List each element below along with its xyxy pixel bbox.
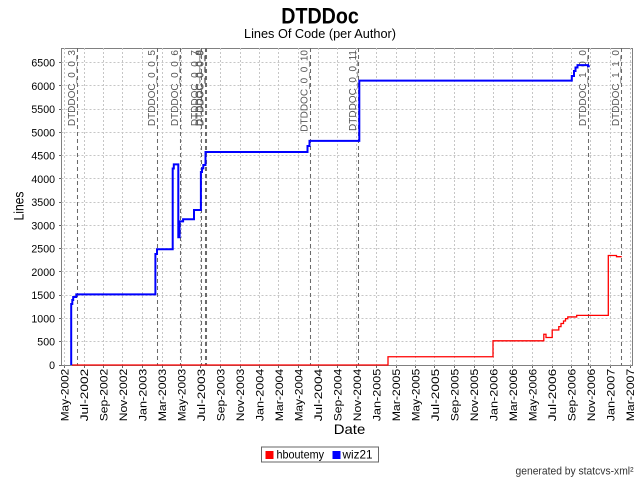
svg-text:Nov-2006: Nov-2006 [586, 369, 598, 422]
svg-text:May-2005: May-2005 [411, 369, 423, 422]
svg-text:5500: 5500 [31, 104, 55, 116]
svg-text:May-2002: May-2002 [60, 369, 72, 422]
svg-text:DTDDOC_0_0_9: DTDDOC_0_0_9 [196, 50, 207, 127]
svg-text:Jul-2004: Jul-2004 [313, 369, 325, 422]
svg-text:2000: 2000 [31, 267, 55, 279]
svg-text:Jan-2007: Jan-2007 [606, 369, 618, 422]
svg-text:DTDDOC_0_0_5: DTDDOC_0_0_5 [147, 50, 158, 127]
svg-text:generated by statcvs-xml²: generated by statcvs-xml² [516, 466, 634, 478]
svg-text:DTDDOC_0_0_3: DTDDOC_0_0_3 [67, 50, 78, 127]
svg-text:Lines Of Code (per Author): Lines Of Code (per Author) [244, 27, 396, 41]
svg-text:Mar-2004: Mar-2004 [274, 369, 286, 422]
svg-text:Mar-2005: Mar-2005 [391, 369, 403, 422]
svg-text:wiz21: wiz21 [342, 448, 373, 462]
svg-text:Jul-2002: Jul-2002 [79, 369, 91, 422]
svg-text:DTDDOC_0_0_6: DTDDOC_0_0_6 [170, 50, 181, 127]
svg-text:May-2004: May-2004 [294, 369, 306, 422]
svg-text:Jan-2004: Jan-2004 [255, 369, 267, 422]
svg-text:Jan-2003: Jan-2003 [138, 369, 150, 422]
svg-text:DTDDOC_0_0_7: DTDDOC_0_0_7 [190, 50, 201, 127]
svg-text:4500: 4500 [31, 151, 55, 163]
svg-text:Nov-2004: Nov-2004 [352, 369, 364, 422]
svg-text:5000: 5000 [31, 127, 55, 139]
svg-text:Mar-2007: Mar-2007 [625, 369, 637, 422]
svg-text:3500: 3500 [31, 197, 55, 209]
svg-text:Nov-2005: Nov-2005 [469, 369, 481, 422]
svg-text:Sep-2004: Sep-2004 [333, 369, 345, 422]
svg-text:4000: 4000 [31, 174, 55, 186]
svg-text:1000: 1000 [31, 314, 55, 326]
svg-text:DTDDOC_1_1_0: DTDDOC_1_1_0 [611, 50, 622, 127]
svg-text:hboutemy: hboutemy [277, 448, 325, 462]
svg-text:DTDDOC_0_0_8: DTDDOC_0_0_8 [194, 50, 205, 127]
svg-text:Jan-2005: Jan-2005 [372, 369, 384, 422]
svg-text:Sep-2002: Sep-2002 [99, 369, 111, 422]
svg-text:2500: 2500 [31, 244, 55, 256]
svg-text:May-2003: May-2003 [177, 369, 189, 422]
svg-text:Sep-2006: Sep-2006 [567, 369, 579, 422]
svg-text:Sep-2005: Sep-2005 [450, 369, 462, 422]
svg-text:May-2006: May-2006 [528, 369, 540, 422]
svg-text:Nov-2003: Nov-2003 [235, 369, 247, 422]
svg-text:Jan-2006: Jan-2006 [489, 369, 501, 422]
svg-text:Mar-2003: Mar-2003 [157, 369, 169, 422]
svg-text:Jul-2006: Jul-2006 [547, 369, 559, 422]
svg-text:3000: 3000 [31, 220, 55, 232]
svg-text:Sep-2003: Sep-2003 [216, 369, 228, 422]
svg-text:500: 500 [37, 337, 55, 349]
svg-text:DTDDoc: DTDDoc [281, 4, 359, 29]
svg-text:DTDDOC_0_0_10: DTDDOC_0_0_10 [300, 50, 311, 132]
svg-text:DTDDOC_1_0_0: DTDDOC_1_0_0 [578, 50, 589, 127]
svg-text:0: 0 [49, 360, 55, 372]
svg-text:6500: 6500 [31, 58, 55, 70]
svg-text:Date: Date [334, 421, 366, 437]
svg-text:Lines: Lines [12, 191, 27, 220]
svg-text:DTDDOC_0_0_11: DTDDOC_0_0_11 [348, 50, 359, 131]
svg-text:Nov-2002: Nov-2002 [118, 369, 130, 422]
svg-text:Mar-2006: Mar-2006 [508, 369, 520, 422]
svg-text:Jul-2003: Jul-2003 [196, 369, 208, 422]
svg-text:6000: 6000 [31, 81, 55, 93]
svg-text:1500: 1500 [31, 290, 55, 302]
svg-text:Jul-2005: Jul-2005 [430, 369, 442, 422]
